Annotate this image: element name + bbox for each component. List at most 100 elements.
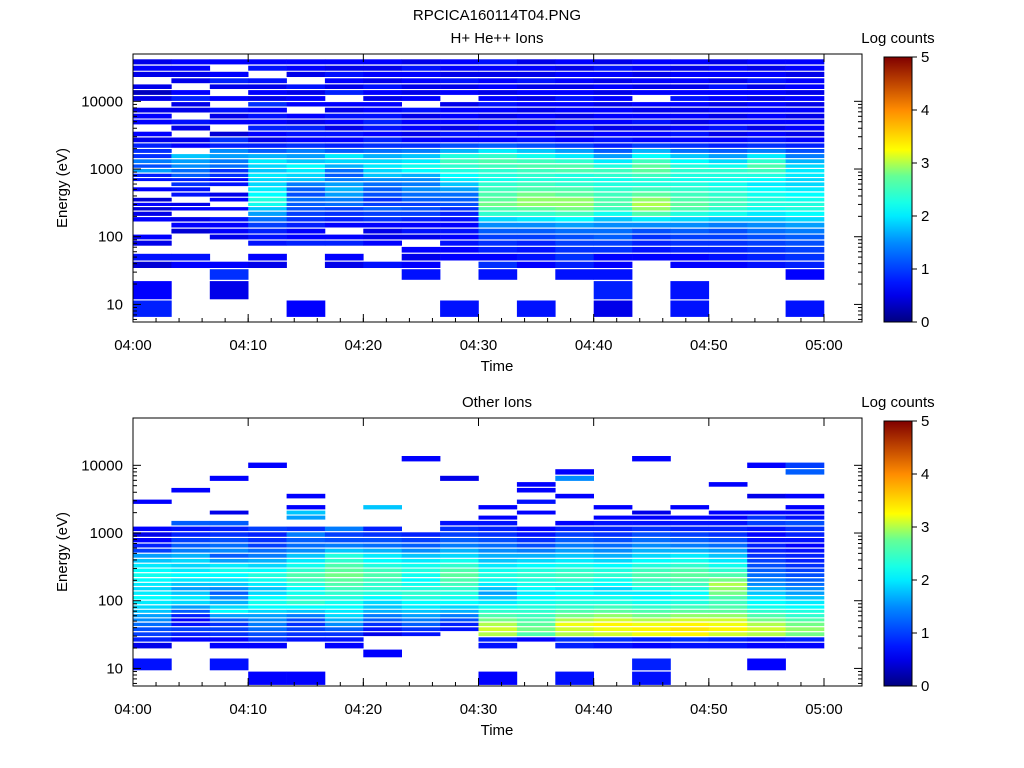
heatmap-cell: [133, 154, 172, 159]
heatmap-cell: [785, 59, 825, 65]
heatmap-cell: [324, 240, 364, 246]
heatmap-cell: [670, 90, 710, 95]
heatmap-cell: [785, 261, 825, 268]
heatmap-cell: [286, 202, 326, 206]
heatmap-cell: [440, 605, 479, 609]
heatmap-cell: [785, 187, 825, 192]
heatmap-cell: [478, 234, 518, 240]
heatmap-cell: [785, 526, 825, 532]
heatmap-cell: [670, 587, 710, 591]
heatmap-cell: [324, 197, 364, 202]
heatmap-cell: [171, 65, 211, 71]
heatmap-cell: [670, 261, 710, 268]
heatmap-cell: [555, 618, 594, 622]
heatmap-cell: [632, 543, 671, 548]
heatmap-cells: [133, 59, 825, 317]
heatmap-cell: [708, 510, 748, 515]
heatmap-cell: [248, 582, 287, 586]
heatmap-cell: [785, 182, 825, 187]
heatmap-cell: [133, 131, 172, 137]
heatmap-cell: [593, 587, 633, 591]
heatmap-cell: [708, 553, 748, 558]
heatmap-cell: [133, 614, 172, 618]
heatmap-cell: [708, 568, 748, 573]
heatmap-cell: [708, 614, 748, 618]
heatmap-cell: [324, 137, 364, 143]
heatmap-cell: [401, 605, 441, 609]
heatmap-cell: [286, 137, 326, 143]
heatmap-cell: [401, 622, 441, 627]
heatmap-cell: [593, 164, 633, 168]
heatmap-cell: [286, 96, 326, 101]
heatmap-cell: [171, 627, 211, 632]
heatmap-cell: [478, 246, 518, 253]
heatmap-cell: [133, 609, 172, 613]
heatmap-cell: [286, 149, 326, 153]
heatmap-cell: [363, 240, 402, 246]
heatmap-cell: [133, 543, 172, 548]
x-tick-label: 04:40: [575, 701, 613, 718]
heatmap-cell: [133, 173, 172, 177]
heatmap-cell: [363, 622, 402, 627]
heatmap-cell: [324, 543, 364, 548]
heatmap-cell: [516, 107, 556, 113]
heatmap-cell: [785, 548, 825, 553]
heatmap-cell: [440, 78, 479, 84]
heatmap-cell: [171, 154, 211, 159]
heatmap-cell: [632, 515, 671, 520]
heatmap-cell: [440, 65, 479, 71]
heatmap-cell: [708, 107, 748, 113]
heatmap-cell: [593, 637, 633, 642]
heatmap-cell: [593, 90, 633, 95]
heatmap-cell: [401, 543, 441, 548]
heatmap-cell: [286, 154, 326, 159]
heatmap-cell: [708, 222, 748, 228]
heatmap-cell: [401, 84, 441, 89]
heatmap-cell: [632, 563, 671, 568]
heatmap-cell: [670, 578, 710, 582]
heatmap-cell: [324, 59, 364, 65]
heatmap-cell: [555, 65, 594, 71]
heatmap-cell: [401, 143, 441, 148]
heatmap-cell: [401, 222, 441, 228]
heatmap-cell: [708, 202, 748, 206]
heatmap-cell: [747, 78, 786, 84]
heatmap-cell: [286, 119, 326, 125]
y-tick-label: 10: [106, 660, 123, 677]
heatmap-cell: [286, 192, 326, 197]
heatmap-cell: [478, 228, 518, 234]
heatmap-cell: [171, 591, 211, 595]
heatmap-cell: [133, 178, 172, 182]
heatmap-cell: [555, 102, 594, 107]
heatmap-cell: [555, 149, 594, 153]
heatmap-cell: [785, 462, 825, 468]
heatmap-cell: [478, 261, 518, 268]
heatmap-cell: [133, 84, 172, 89]
heatmap-cell: [171, 637, 211, 642]
heatmap-cell: [516, 253, 556, 261]
heatmap-cell: [555, 632, 594, 637]
heatmap-cell: [248, 632, 287, 637]
heatmap-cell: [516, 609, 556, 613]
heatmap-cell: [593, 582, 633, 586]
heatmap-cell: [171, 125, 211, 131]
colorbar: [883, 56, 913, 323]
heatmap-cell: [286, 591, 326, 595]
heatmap-cell: [286, 178, 326, 182]
heatmap-cell: [555, 538, 594, 543]
heatmap-cell: [478, 202, 518, 206]
heatmap-cell: [785, 131, 825, 137]
heatmap-cell: [478, 96, 518, 101]
heatmap-cell: [785, 202, 825, 206]
heatmap-cell: [171, 102, 211, 107]
heatmap-cell: [516, 563, 556, 568]
heatmap-cell: [670, 632, 710, 637]
heatmap-cell: [248, 125, 287, 131]
heatmap-cell: [440, 71, 479, 77]
heatmap-cell: [516, 499, 556, 504]
heatmap-cell: [670, 600, 710, 605]
heatmap-cell: [401, 217, 441, 222]
heatmap-cell: [593, 246, 633, 253]
heatmap-cell: [555, 217, 594, 222]
heatmap-cell: [516, 614, 556, 618]
